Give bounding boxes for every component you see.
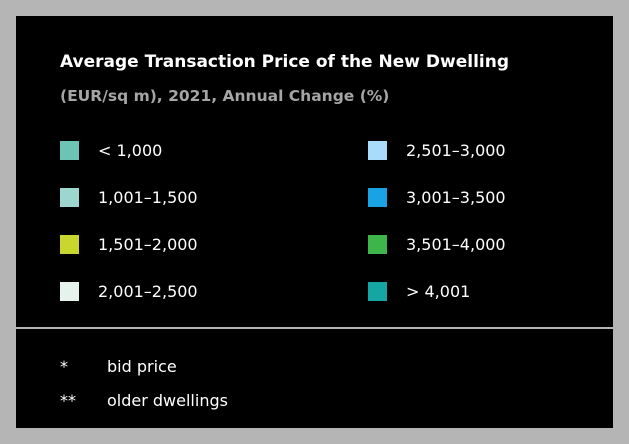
legend-label: 3,501–4,000 xyxy=(406,234,506,254)
title: Average Transaction Price of the New Dwe… xyxy=(60,52,509,72)
footnote: * bid price xyxy=(60,357,177,376)
legend-swatch xyxy=(60,234,79,254)
legend-item: > 4,001 xyxy=(368,281,470,301)
legend-swatch xyxy=(60,140,79,160)
divider xyxy=(16,327,613,329)
legend-item: 3,501–4,000 xyxy=(368,234,506,254)
legend-swatch xyxy=(368,234,387,254)
legend-item: 1,001–1,500 xyxy=(60,187,198,207)
legend-swatch xyxy=(368,187,387,207)
legend-swatch xyxy=(368,281,387,301)
footnote-text: bid price xyxy=(107,357,177,376)
legend-item: < 1,000 xyxy=(60,140,162,160)
legend-label: < 1,000 xyxy=(98,140,163,160)
footnote-text: older dwellings xyxy=(107,391,228,410)
footnote-mark: * xyxy=(60,357,68,376)
legend-label: 2,501–3,000 xyxy=(406,140,506,160)
legend-item: 1,501–2,000 xyxy=(60,234,198,254)
legend-swatch xyxy=(60,187,79,207)
legend-label: 3,001–3,500 xyxy=(406,187,506,207)
legend-item: 2,001–2,500 xyxy=(60,281,198,301)
legend-label: 1,001–1,500 xyxy=(98,187,198,207)
legend-swatch xyxy=(60,281,79,301)
subtitle: (EUR/sq m), 2021, Annual Change (%) xyxy=(60,87,390,105)
footnote-mark: ** xyxy=(60,391,76,410)
footnote: ** older dwellings xyxy=(60,391,228,410)
legend-swatch xyxy=(368,140,387,160)
legend-panel: Average Transaction Price of the New Dwe… xyxy=(16,16,613,428)
legend-item: 2,501–3,000 xyxy=(368,140,506,160)
legend-label: > 4,001 xyxy=(406,281,471,301)
legend-label: 1,501–2,000 xyxy=(98,234,198,254)
legend-label: 2,001–2,500 xyxy=(98,281,198,301)
legend-item: 3,001–3,500 xyxy=(368,187,506,207)
